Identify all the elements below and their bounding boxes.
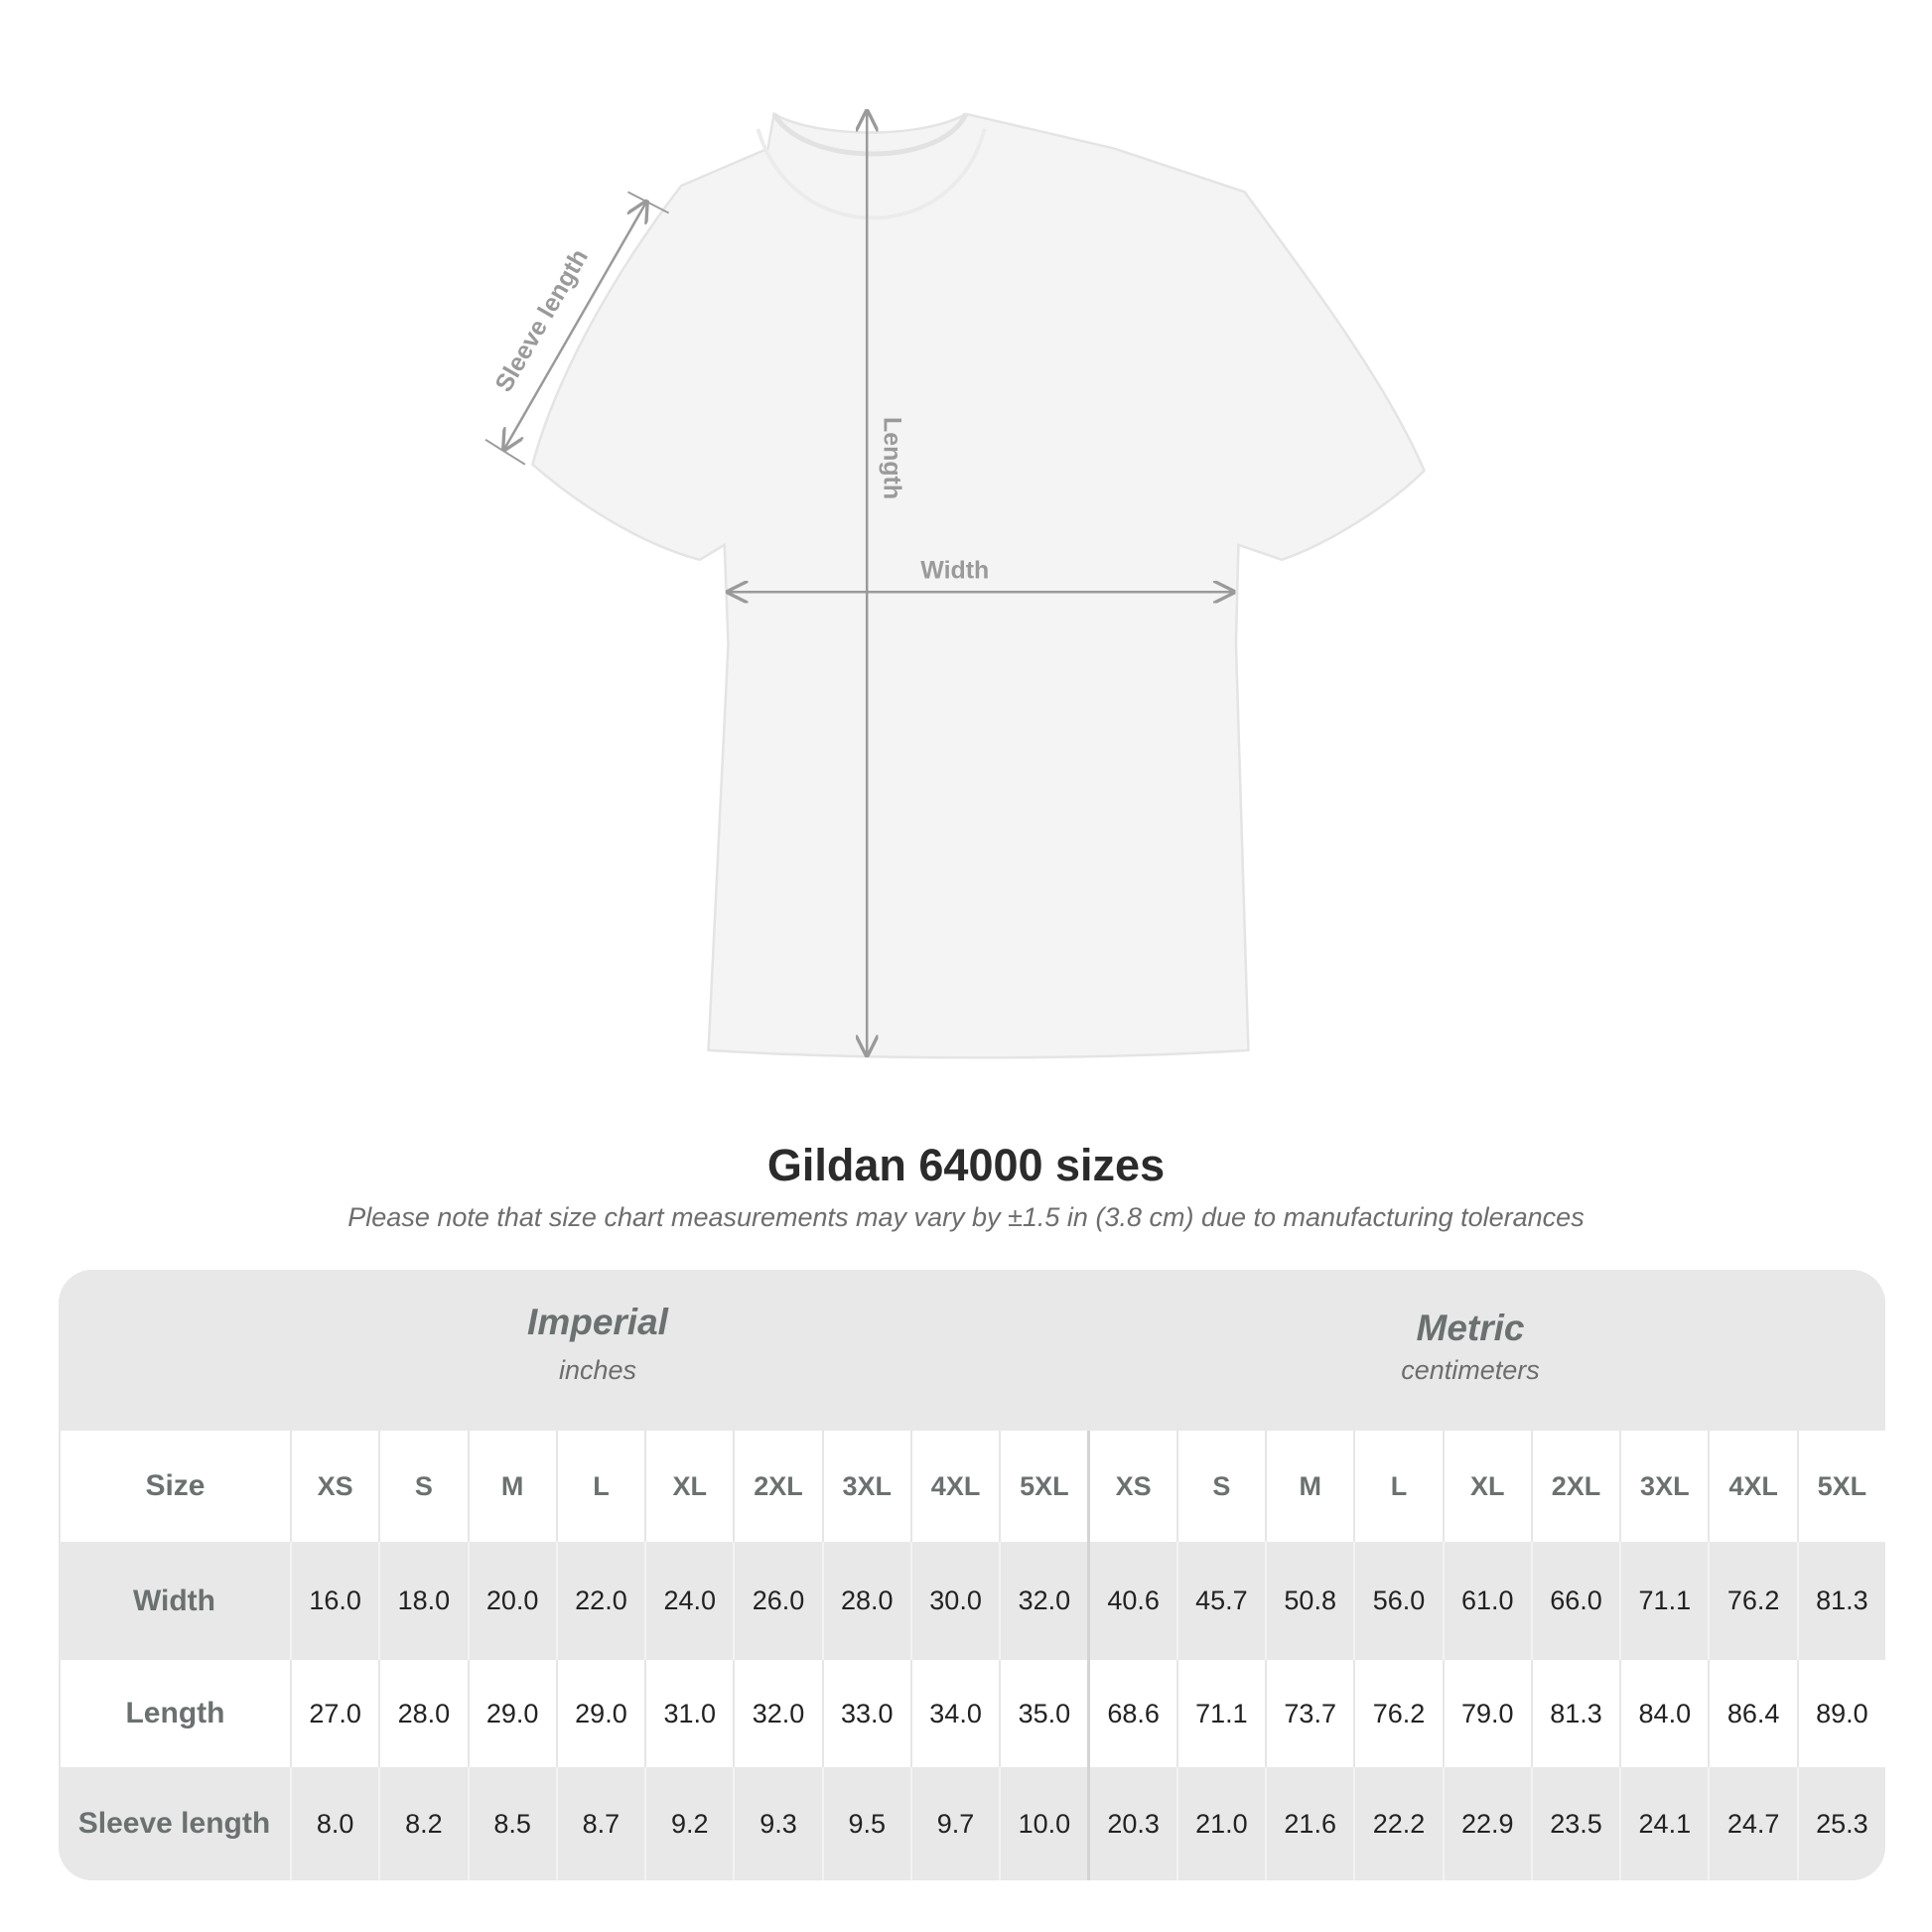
metric-size-2xl: 2XL [1530,1431,1619,1542]
imperial-size-4xl: 4XL [909,1431,999,1542]
metric-value-cell: 20.3 [1087,1767,1175,1880]
metric-value-cell: 71.1 [1619,1542,1708,1660]
metric-value-cell: 76.2 [1708,1542,1796,1660]
imperial-value-cell: 9.7 [909,1767,999,1880]
size-header-row: Size XS S M L XL 2XL 3XL 4XL 5XL XS S M L XL 2XL 3XL 4XL 5… [59,1431,1885,1542]
size-table: Imperial inches Metric centimeters Size X… [59,1270,1885,1880]
imperial-value-cell: 35.0 [999,1660,1087,1767]
imperial-title: Imperial [527,1302,668,1342]
row-label: Length [59,1660,290,1767]
metric-value-cell: 81.3 [1530,1660,1619,1767]
sleeve-length-arrow [484,191,670,466]
size-row-label: Size [59,1431,290,1542]
metric-value-cell: 22.9 [1442,1767,1531,1880]
metric-value-cell: 68.6 [1087,1660,1175,1767]
metric-value-cell: 21.0 [1175,1767,1265,1880]
metric-title: Metric [1416,1308,1525,1348]
metric-value-cell: 89.0 [1796,1660,1885,1767]
imperial-value-cell: 22.0 [555,1542,644,1660]
imperial-value-cell: 8.7 [555,1767,644,1880]
metric-value-cell: 24.7 [1708,1767,1796,1880]
imperial-value-cell: 29.0 [555,1660,644,1767]
table-header: Imperial inches Metric centimeters [59,1270,1885,1431]
imperial-size-3xl: 3XL [821,1431,910,1542]
imperial-value-cell: 8.2 [378,1767,467,1880]
width-label: Width [920,557,989,585]
imperial-value-cell: 34.0 [909,1660,999,1767]
metric-value-cell: 21.6 [1265,1767,1353,1880]
metric-value-cell: 66.0 [1530,1542,1619,1660]
metric-value-cell: 86.4 [1708,1660,1796,1767]
imperial-value-cell: 27.0 [289,1660,378,1767]
length-label: Length [879,417,906,499]
imperial-value-cell: 29.0 [467,1660,556,1767]
metric-unit: centimeters [1401,1355,1540,1385]
metric-value-cell: 76.2 [1353,1660,1442,1767]
imperial-size-2xl: 2XL [733,1431,821,1542]
metric-value-cell: 40.6 [1087,1542,1175,1660]
metric-value-cell: 79.0 [1442,1660,1531,1767]
imperial-size-m: M [467,1431,556,1542]
imperial-value-cell: 32.0 [999,1542,1087,1660]
imperial-size-5xl: 5XL [999,1431,1087,1542]
imperial-value-cell: 28.0 [821,1542,910,1660]
metric-size-4xl: 4XL [1708,1431,1796,1542]
metric-value-cell: 73.7 [1265,1660,1353,1767]
metric-size-l: L [1353,1431,1442,1542]
imperial-value-cell: 32.0 [733,1660,821,1767]
imperial-value-cell: 20.0 [467,1542,556,1660]
metric-size-s: S [1175,1431,1265,1542]
metric-value-cell: 24.1 [1619,1767,1708,1880]
page-title: Gildan 64000 sizes [766,1140,1166,1190]
row-label: Sleeve length [77,1807,271,1840]
imperial-value-cell: 16.0 [289,1542,378,1660]
metric-size-m: M [1265,1431,1353,1542]
imperial-size-xs: XS [289,1431,378,1542]
imperial-value-cell: 8.0 [289,1767,378,1880]
imperial-value-cell: 9.3 [733,1767,821,1880]
imperial-value-cell: 9.2 [644,1767,733,1880]
metric-size-5xl: 5XL [1796,1431,1885,1542]
metric-value-cell: 45.7 [1175,1542,1265,1660]
table-row-width: Width 16.0 18.0 20.0 22.0 24.0 26.0 28.0 30.0 32.… [59,1542,1885,1660]
imperial-value-cell: 30.0 [909,1542,999,1660]
tolerance-note: Please note that size chart measurements… [347,1202,1585,1232]
imperial-header: Imperial inches [399,1302,796,1386]
metric-value-cell: 84.0 [1619,1660,1708,1767]
imperial-value-cell: 10.0 [999,1767,1087,1880]
imperial-size-s: S [378,1431,467,1542]
imperial-value-cell: 8.5 [467,1767,556,1880]
tshirt-shape [530,111,1427,1059]
metric-value-cell: 50.8 [1265,1542,1353,1660]
metric-value-cell: 25.3 [1796,1767,1885,1880]
imperial-value-cell: 31.0 [644,1660,733,1767]
row-label: Width [132,1584,215,1617]
imperial-value-cell: 9.5 [821,1767,910,1880]
metric-size-xs: XS [1087,1431,1175,1542]
metric-size-xl: XL [1442,1431,1531,1542]
metric-value-cell: 56.0 [1353,1542,1442,1660]
table-row-sleeve-length: Sleeve length 8.0 8.2 8.5 8.7 9.2 9.3 9.5 9.7 10.… [59,1767,1885,1880]
metric-value-cell: 61.0 [1442,1542,1531,1660]
imperial-unit: inches [558,1355,637,1385]
metric-value-cell: 71.1 [1175,1660,1265,1767]
metric-value-cell: 81.3 [1796,1542,1885,1660]
metric-size-3xl: 3XL [1619,1431,1708,1542]
metric-header: Metric centimeters [1272,1308,1669,1386]
imperial-value-cell: 28.0 [378,1660,467,1767]
imperial-value-cell: 18.0 [378,1542,467,1660]
imperial-value-cell: 33.0 [821,1660,910,1767]
metric-value-cell: 23.5 [1530,1767,1619,1880]
imperial-size-l: L [555,1431,644,1542]
imperial-value-cell: 24.0 [644,1542,733,1660]
imperial-value-cell: 26.0 [733,1542,821,1660]
table-row-length: Length 27.0 28.0 29.0 29.0 31.0 32.0 33.0 34.0 35… [59,1660,1885,1767]
metric-value-cell: 22.2 [1353,1767,1442,1880]
imperial-size-xl: XL [644,1431,733,1542]
